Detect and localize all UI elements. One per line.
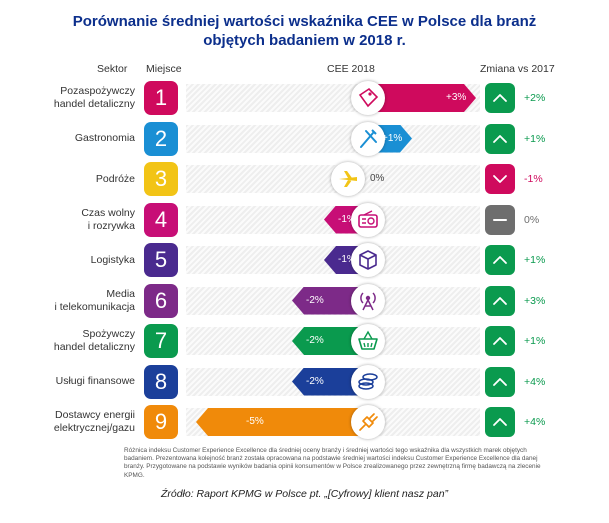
- chart-row: Media i telekomunikacja 6 -2% +3%: [0, 281, 609, 321]
- column-header-cee: CEE 2018: [327, 63, 375, 75]
- cee-value-label: -2%: [306, 335, 324, 346]
- chart-rows: Pozaspożywczy handel detaliczny 1 +3% +2% Ga…: [0, 78, 609, 442]
- change-value-label: +2%: [524, 92, 546, 104]
- rank-badge: 3: [144, 162, 178, 196]
- chart-title: Porównanie średniej wartości wskaźnika C…: [0, 12, 609, 50]
- plug-icon: [351, 405, 385, 439]
- change-indicator: [485, 204, 515, 235]
- fork-knife-icon: [351, 121, 385, 156]
- chart-row: Pozaspożywczy handel detaliczny 1 +3% +2%: [0, 78, 609, 118]
- sector-label: Pozaspożywczy handel detaliczny: [53, 85, 135, 110]
- footnote: Różnica indeksu Customer Experience Exce…: [124, 447, 541, 479]
- chart-row: Podróże 3 0% -1%: [0, 159, 609, 199]
- cee-value-label: -5%: [246, 416, 264, 427]
- coins-icon: [351, 364, 385, 399]
- chart-row: Spożywczy handel detaliczny 7 -2% +1%: [0, 321, 609, 361]
- rank-badge: 6: [144, 283, 178, 318]
- change-indicator: [485, 366, 515, 397]
- change-indicator: [485, 83, 515, 113]
- cee-bar: [196, 408, 368, 436]
- cee-value-label: -2%: [306, 375, 324, 387]
- source-line: Źródło: Raport KPMG w Polsce pt. „[Cyfro…: [160, 488, 449, 500]
- sector-label: Usługi finansowe: [55, 375, 135, 387]
- antenna-icon: [351, 283, 385, 318]
- rank-badge: 9: [144, 405, 178, 439]
- change-indicator: [485, 164, 515, 194]
- chart-row: Logistyka 5 -1% +1%: [0, 240, 609, 280]
- column-header-miejsce: Miejsce: [146, 63, 182, 75]
- rank-badge: 7: [144, 324, 178, 358]
- radio-icon: [351, 202, 385, 237]
- cee-value-label: +3%: [446, 92, 467, 103]
- airplane-icon: [331, 162, 365, 196]
- chart-row: Usługi finansowe 8 -2% +4%: [0, 362, 609, 402]
- change-value-label: +4%: [524, 416, 546, 428]
- change-value-label: +1%: [524, 335, 546, 347]
- price-tag-icon: [351, 81, 385, 115]
- sector-label: Gastronomia: [74, 132, 135, 144]
- chart-title-line-2: objętych badaniem w 2018 r.: [203, 32, 406, 49]
- cee-value-label: -1%: [338, 254, 356, 265]
- rank-badge: 2: [144, 121, 178, 156]
- bar-track: [186, 124, 480, 153]
- change-indicator: [485, 407, 515, 437]
- change-value-label: +1%: [524, 254, 546, 266]
- cee-value-label: -2%: [306, 294, 324, 306]
- change-value-label: -1%: [524, 173, 543, 185]
- rank-badge: 5: [144, 243, 178, 277]
- change-indicator: [485, 123, 515, 154]
- cee-value-label: 0%: [370, 173, 385, 184]
- basket-icon: [351, 324, 385, 358]
- chart-row: Gastronomia 2 +1% +1%: [0, 119, 609, 159]
- change-value-label: +4%: [524, 375, 546, 388]
- cee-bar: [368, 84, 476, 112]
- package-icon: [351, 243, 385, 277]
- change-indicator: [485, 326, 515, 356]
- change-value-label: +1%: [524, 132, 546, 145]
- sector-label: Logistyka: [90, 253, 135, 266]
- cee-value-label: -1%: [338, 213, 356, 225]
- rank-badge: 8: [144, 364, 178, 399]
- rank-badge: 1: [144, 81, 178, 115]
- sector-label: Podróże: [95, 172, 135, 185]
- column-header-zmiana: Zmiana vs 2017: [480, 63, 555, 75]
- sector-label: Media i telekomunikacja: [54, 287, 135, 313]
- chart-title-line-1: Porównanie średniej wartości wskaźnika C…: [72, 13, 537, 30]
- cee-value-label: +1%: [382, 132, 403, 144]
- sector-label: Spożywczy handel detaliczny: [53, 328, 135, 353]
- sector-label: Dostawcy energii elektrycznej/gazu: [53, 409, 135, 434]
- sector-label: Czas wolny i rozrywka: [81, 206, 135, 232]
- rank-badge: 4: [144, 202, 178, 237]
- change-value-label: 0%: [524, 213, 540, 226]
- chart-row: Czas wolny i rozrywka 4 -1% 0%: [0, 200, 609, 240]
- change-indicator: [485, 245, 515, 275]
- change-value-label: +3%: [524, 294, 546, 307]
- change-indicator: [485, 285, 515, 316]
- column-header-sektor: Sektor: [97, 63, 128, 75]
- chart-row: Dostawcy energii elektrycznej/gazu 9 -5% +4…: [0, 402, 609, 442]
